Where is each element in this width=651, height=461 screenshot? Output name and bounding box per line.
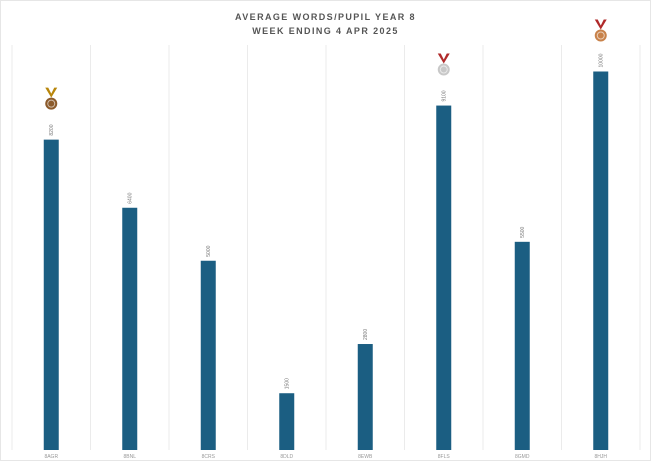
- bar: [357, 344, 373, 450]
- x-tick-label: 8HJH: [594, 454, 607, 460]
- chart-subtitle: WEEK ENDING 4 APR 2025: [252, 26, 399, 36]
- bar-value-label: 8200: [49, 124, 55, 135]
- bar-value-label: 9100: [442, 90, 448, 101]
- x-tick-label: 8AGR: [44, 454, 58, 460]
- chart-title: AVERAGE WORDS/PUPIL YEAR 8: [235, 12, 416, 22]
- bar: [122, 207, 138, 450]
- bar: [200, 260, 216, 450]
- medal-bronze-icon: [45, 87, 58, 110]
- x-tick-label: 8DLD: [280, 454, 293, 460]
- x-tick-label: 8FLS: [438, 454, 451, 460]
- bar-value-label: 6400: [128, 192, 134, 203]
- x-tick-label: 8EWB: [358, 454, 373, 460]
- bar-value-label: 5000: [206, 245, 212, 256]
- bar: [43, 139, 59, 451]
- bar-value-label: 2800: [363, 329, 369, 340]
- x-tick-label: 8GMD: [515, 454, 530, 460]
- x-tick-label: 8CRS: [202, 454, 216, 460]
- bar: [436, 105, 452, 451]
- medal-silver-icon: [437, 53, 450, 76]
- bar: [593, 71, 609, 450]
- bar-value-label: 5500: [520, 226, 526, 237]
- bar-value-label: 1500: [285, 378, 291, 389]
- bar-value-label: 10000: [599, 53, 605, 67]
- bar: [279, 393, 295, 450]
- medal-gold-icon: [594, 19, 607, 42]
- bar: [514, 241, 530, 450]
- x-tick-label: 8BNL: [123, 454, 136, 460]
